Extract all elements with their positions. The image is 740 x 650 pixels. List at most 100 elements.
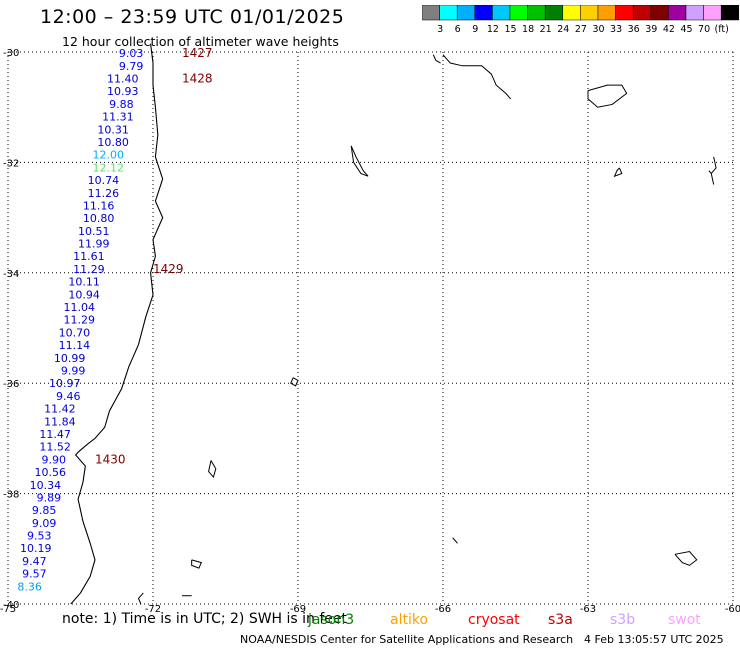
- wave-height-label: 9.99: [61, 365, 86, 378]
- time-label: 1428: [182, 71, 213, 85]
- lat-tick-label: -32: [3, 158, 19, 169]
- wave-height-label: 11.04: [64, 301, 96, 314]
- wave-height-label: 10.11: [68, 276, 100, 289]
- wave-height-label: 9.46: [56, 390, 81, 403]
- land-outline: [432, 54, 441, 64]
- color-scale-label: 24: [557, 24, 569, 35]
- color-scale-label: 45: [680, 24, 692, 35]
- wave-height-label: 11.16: [83, 199, 115, 212]
- wave-height-label: 10.74: [88, 174, 120, 187]
- wave-height-label: 10.56: [35, 466, 67, 479]
- color-scale-label: 30: [592, 24, 604, 35]
- wave-height-label: 11.26: [88, 187, 120, 200]
- lon-tick-label: -63: [580, 604, 596, 615]
- time-label: 1430: [95, 452, 126, 466]
- color-scale-label: 3: [437, 24, 443, 35]
- color-scale-label: 33: [610, 24, 622, 35]
- land-outline: [613, 167, 623, 178]
- wave-height-label: 9.47: [22, 555, 47, 568]
- color-scale-label: 6: [455, 24, 461, 35]
- wave-height-label: 10.31: [97, 123, 129, 136]
- wave-height-label: 8.36: [17, 580, 42, 593]
- land-outline: [710, 156, 717, 185]
- satellite-legend-item: cryosat: [468, 612, 520, 628]
- wave-height-label: 11.14: [59, 339, 91, 352]
- wave-height-label: 10.80: [97, 136, 129, 149]
- time-label: 1427: [182, 46, 213, 60]
- wave-height-label: 9.79: [119, 60, 144, 73]
- color-scale-legend: 3 6 9 12 15 18 21 24 27 30 33 36 39 42 45 70 (ft): [422, 5, 740, 35]
- color-scale-label: 15: [504, 24, 516, 35]
- satellite-legend-item: swot: [668, 612, 701, 628]
- wave-height-label: 11.42: [44, 403, 76, 416]
- wave-height-label: 11.40: [107, 72, 139, 85]
- wave-height-label: 9.03: [119, 47, 144, 60]
- wave-height-label: 11.47: [39, 428, 71, 441]
- wave-height-label: 9.09: [32, 517, 57, 530]
- wave-height-label: 9.89: [37, 491, 62, 504]
- satellite-legend-item: s3b: [610, 612, 636, 628]
- wave-height-label: 10.34: [30, 479, 62, 492]
- wave-height-label: 11.29: [64, 314, 96, 327]
- land-outline: [350, 145, 369, 177]
- wave-height-label: 10.19: [20, 542, 52, 555]
- land-outline: [452, 537, 458, 544]
- wave-height-label: 11.31: [102, 111, 134, 124]
- wave-height-label: 10.93: [107, 85, 139, 98]
- satellite-legend-item: altiko: [390, 612, 429, 628]
- lat-tick-label: -34: [3, 269, 19, 280]
- wave-height-label: 10.94: [68, 288, 100, 301]
- land-outline: [191, 559, 203, 569]
- color-swatch: [720, 5, 740, 21]
- wave-height-label: 12.00: [93, 149, 125, 162]
- wave-height-label: 9.90: [42, 453, 67, 466]
- land-outline: [137, 592, 144, 605]
- wave-height-label: 11.29: [73, 263, 105, 276]
- color-scale-label: 21: [540, 24, 552, 35]
- wave-height-label: 11.52: [39, 441, 71, 454]
- footer-timestamp: 4 Feb 13:05:57 UTC 2025: [584, 633, 724, 646]
- satellite-legend-item: jason3: [308, 612, 355, 628]
- time-label: 1429: [153, 262, 184, 276]
- wave-height-label: 9.85: [32, 504, 57, 517]
- color-scale-label: 9: [472, 24, 478, 35]
- coastline: [70, 43, 164, 605]
- color-scale-label: 39: [645, 24, 657, 35]
- land-outline: [208, 460, 217, 479]
- wave-height-label: 9.88: [109, 98, 134, 111]
- lat-tick-label: -30: [3, 48, 19, 59]
- lat-tick-label: -40: [3, 600, 19, 611]
- wave-height-label: 10.97: [49, 377, 81, 390]
- lon-tick-label: -75: [0, 604, 16, 615]
- wave-height-label: 10.80: [83, 212, 115, 225]
- wave-height-label: 10.99: [54, 352, 86, 365]
- lon-tick-label: -66: [435, 604, 451, 615]
- satellite-legend-item: s3a: [548, 612, 573, 628]
- footer-credit: NOAA/NESDIS Center for Satellite Applica…: [240, 633, 574, 646]
- footer-note: note: 1) Time is in UTC; 2) SWH is in fe…: [62, 611, 348, 627]
- wave-height-label: 10.70: [59, 326, 91, 339]
- chart-title: 12:00 – 23:59 UTC 01/01/2025: [40, 6, 345, 28]
- wave-height-label: 9.57: [22, 568, 47, 581]
- land-outline: [587, 84, 628, 108]
- lon-tick-label: -72: [145, 604, 161, 615]
- color-scale-label: 18: [522, 24, 534, 35]
- color-scale-label: 12: [487, 24, 499, 35]
- lat-tick-label: -38: [3, 490, 19, 501]
- land-outline: [290, 377, 299, 387]
- color-scale-label: 27: [575, 24, 587, 35]
- color-scale-label: 42: [663, 24, 675, 35]
- chart-subtitle: 12 hour collection of altimeter wave hei…: [62, 34, 339, 49]
- lon-tick-label: -60: [725, 604, 740, 615]
- color-scale-label: (ft): [715, 24, 729, 35]
- color-scale-label: 36: [628, 24, 640, 35]
- land-outline: [674, 551, 698, 566]
- wave-height-label: 11.99: [78, 238, 110, 251]
- lat-tick-label: -36: [3, 379, 19, 390]
- wave-height-label: 12.12: [93, 161, 125, 174]
- wave-height-label: 11.84: [44, 415, 76, 428]
- land-outline: [442, 54, 512, 100]
- wave-height-label: 11.61: [73, 250, 105, 263]
